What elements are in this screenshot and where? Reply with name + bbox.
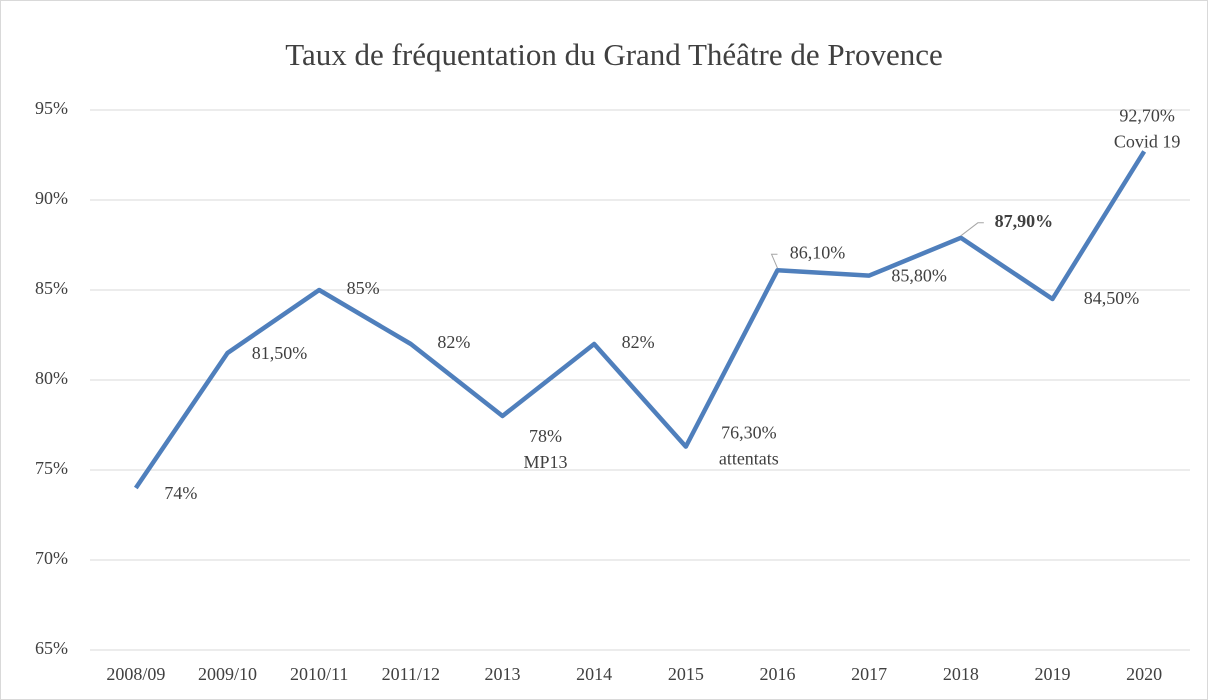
data-label: 82% [437, 332, 470, 352]
data-label: 86,10% [790, 242, 846, 262]
data-label: 78% [529, 426, 562, 446]
x-tick-label: 2017 [851, 664, 887, 684]
x-tick-label: 2011/12 [382, 664, 440, 684]
annotation: MP13 [523, 452, 567, 472]
data-label: 82% [622, 332, 655, 352]
x-tick-label: 2014 [576, 664, 612, 684]
y-tick-label: 90% [35, 188, 68, 208]
x-tick-label: 2018 [943, 664, 979, 684]
annotation: attentats [719, 449, 779, 469]
y-tick-label: 75% [35, 458, 68, 478]
x-tick-label: 2010/11 [290, 664, 348, 684]
data-label: 74% [164, 483, 197, 503]
x-tick-label: 2015 [668, 664, 704, 684]
x-tick-label: 2013 [485, 664, 521, 684]
y-tick-label: 80% [35, 368, 68, 388]
leader-line [960, 222, 984, 237]
data-line [133, 150, 1147, 490]
data-label: 84,50% [1084, 288, 1140, 308]
x-tick-label: 2019 [1035, 664, 1071, 684]
x-tick-label: 2016 [760, 664, 796, 684]
y-tick-label: 70% [35, 548, 68, 568]
y-tick-label: 65% [35, 638, 68, 658]
chart-title: Taux de fréquentation du Grand Théâtre d… [285, 37, 942, 72]
x-tick-label: 2020 [1126, 664, 1162, 684]
data-label: 92,70% [1119, 106, 1175, 126]
data-label: 87,90% [995, 211, 1054, 231]
x-tick-label: 2008/09 [106, 664, 165, 684]
y-tick-label: 85% [35, 278, 68, 298]
y-tick-label: 95% [35, 98, 68, 118]
x-tick-label: 2009/10 [198, 664, 257, 684]
data-label: 76,30% [721, 423, 777, 443]
data-label: 85% [347, 278, 380, 298]
annotation: Covid 19 [1114, 132, 1181, 152]
leader-line [770, 253, 778, 269]
data-label: 81,50% [252, 343, 308, 363]
data-label: 85,80% [891, 266, 947, 286]
